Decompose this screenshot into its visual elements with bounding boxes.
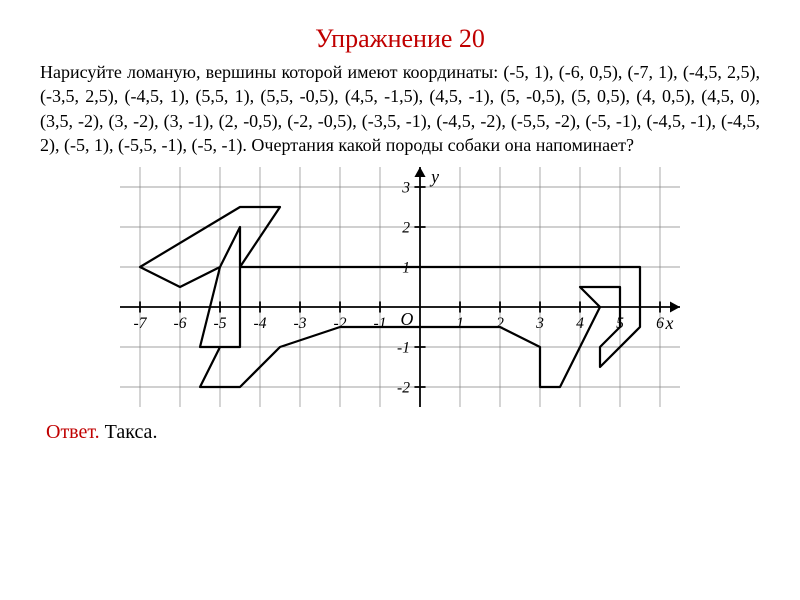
svg-text:-5: -5: [214, 315, 227, 332]
svg-text:y: y: [429, 167, 439, 187]
svg-text:4: 4: [576, 315, 584, 332]
svg-text:x: x: [664, 313, 673, 333]
svg-text:-7: -7: [134, 315, 148, 332]
svg-text:3: 3: [401, 180, 410, 197]
svg-text:1: 1: [456, 315, 464, 332]
svg-text:-3: -3: [294, 315, 307, 332]
problem-text: Нарисуйте ломаную, вершины которой имеют…: [40, 60, 760, 157]
answer-line: Ответ. Такса.: [40, 421, 760, 444]
svg-text:-1: -1: [397, 340, 410, 357]
svg-text:2: 2: [402, 220, 410, 237]
svg-text:-4: -4: [254, 315, 267, 332]
svg-text:O: O: [400, 309, 413, 329]
answer-value: Такса.: [105, 421, 158, 443]
exercise-title: Упражнение 20: [40, 24, 760, 54]
svg-text:-6: -6: [174, 315, 187, 332]
chart-container: -7-6-5-4-3-2-1123456-2-1123Oxy: [40, 167, 760, 407]
svg-text:6: 6: [656, 315, 664, 332]
coordinate-chart: -7-6-5-4-3-2-1123456-2-1123Oxy: [120, 167, 680, 407]
svg-text:3: 3: [535, 315, 544, 332]
svg-text:-1: -1: [374, 315, 387, 332]
answer-label: Ответ.: [46, 421, 100, 443]
svg-text:-2: -2: [397, 380, 410, 397]
